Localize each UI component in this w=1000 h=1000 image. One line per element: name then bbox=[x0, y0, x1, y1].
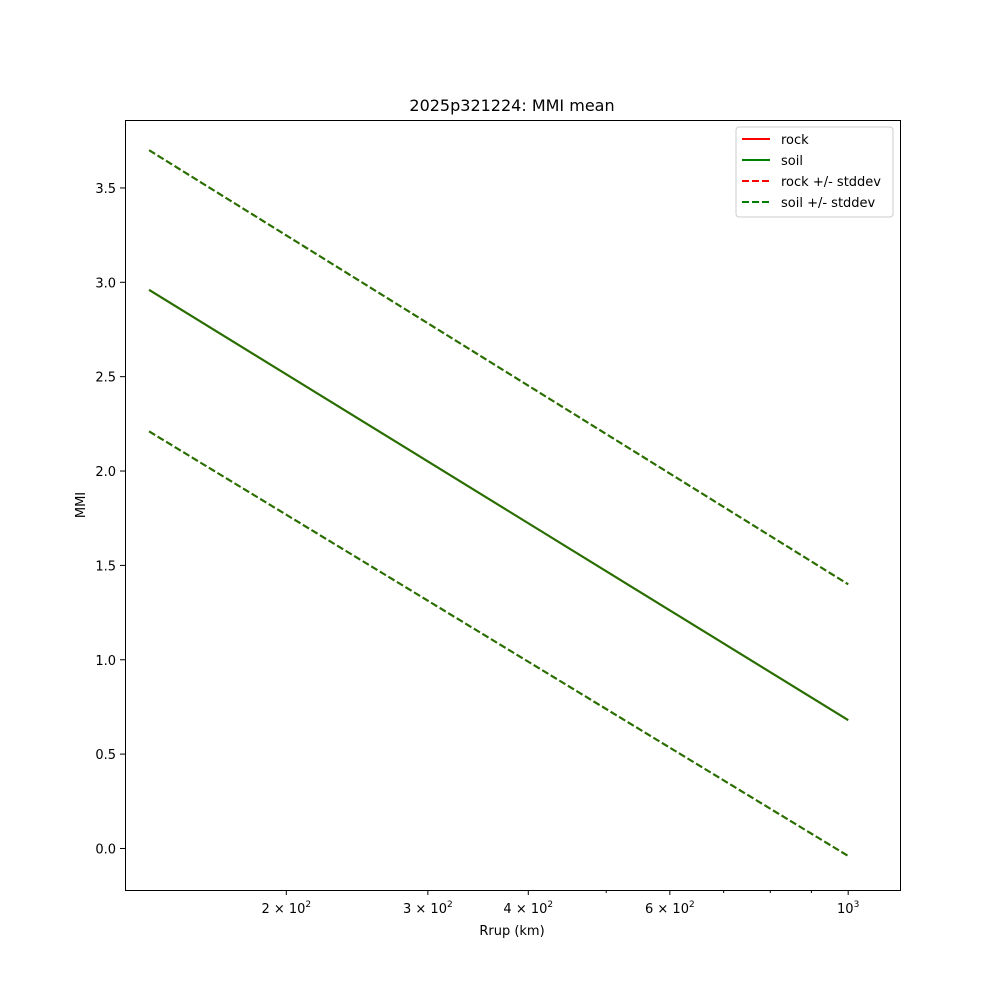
legend-label: soil bbox=[781, 154, 803, 169]
y-tick-label: 1.5 bbox=[95, 559, 116, 574]
y-tick-label: 3.0 bbox=[95, 276, 116, 291]
y-tick-label: 3.5 bbox=[95, 182, 116, 197]
legend: rock soil rock +/- stddev soil +/- stddev bbox=[735, 126, 894, 218]
y-tick-label: 0.0 bbox=[95, 842, 116, 857]
x-tick-label: 103 bbox=[837, 900, 859, 917]
plot-area bbox=[148, 149, 849, 857]
legend-box bbox=[735, 126, 894, 218]
y-axis-label: MMI bbox=[74, 492, 89, 518]
y-tick-label: 1.0 bbox=[95, 654, 116, 669]
legend-label: rock +/- stddev bbox=[781, 175, 881, 190]
x-tick-label: 3 × 102 bbox=[403, 900, 453, 917]
legend-label: soil +/- stddev bbox=[781, 196, 876, 211]
chart-title: 2025p321224: MMI mean bbox=[409, 96, 614, 115]
x-axis-label: Rrup (km) bbox=[479, 924, 544, 939]
x-tick-label: 4 × 102 bbox=[503, 900, 553, 917]
series-line-soil bbox=[148, 289, 849, 721]
series-line-soil-stddev-upper bbox=[148, 149, 849, 586]
y-tick-label: 2.0 bbox=[95, 465, 116, 480]
y-tick-label: 0.5 bbox=[95, 748, 116, 763]
axes-ticks: 2 × 102 3 × 102 4 × 102 6 × 102 103 0.0 0.5 1.0… bbox=[95, 182, 859, 917]
y-tick-label: 2.5 bbox=[95, 371, 116, 386]
x-tick-label: 6 × 102 bbox=[645, 900, 695, 917]
legend-label: rock bbox=[781, 133, 809, 148]
plot-frame bbox=[125, 120, 901, 891]
x-tick-label: 2 × 102 bbox=[261, 900, 311, 917]
series-line-soil-stddev-lower bbox=[148, 430, 849, 857]
